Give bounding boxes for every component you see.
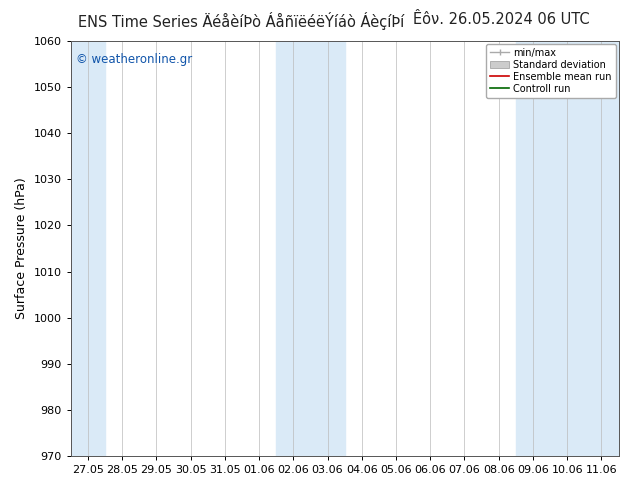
Bar xyxy=(585,41,622,456)
Text: © weatheronline.gr: © weatheronline.gr xyxy=(76,53,193,67)
Text: Êôν. 26.05.2024 06 UTC: Êôν. 26.05.2024 06 UTC xyxy=(413,12,589,27)
Bar xyxy=(516,41,585,456)
Legend: min/max, Standard deviation, Ensemble mean run, Controll run: min/max, Standard deviation, Ensemble me… xyxy=(486,44,616,98)
Y-axis label: Surface Pressure (hPa): Surface Pressure (hPa) xyxy=(15,178,28,319)
Text: ENS Time Series ÄéåèíÞò ÁåñïëéëÝíáò ÁèçíÞí: ENS Time Series ÄéåèíÞò ÁåñïëéëÝíáò Áèçí… xyxy=(78,12,404,30)
Bar xyxy=(276,41,345,456)
Bar xyxy=(71,41,105,456)
